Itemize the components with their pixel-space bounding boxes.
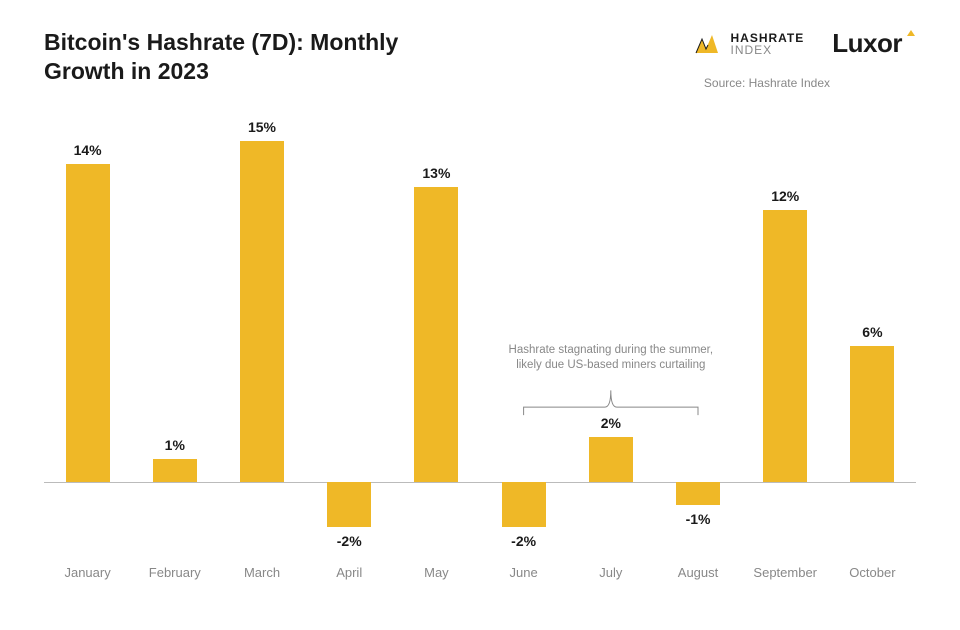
bar bbox=[850, 346, 894, 482]
bar bbox=[153, 459, 197, 482]
bar bbox=[589, 437, 633, 482]
bar-value-label: 6% bbox=[862, 324, 882, 340]
bar-value-label: 1% bbox=[165, 437, 185, 453]
bar-slot: 12% bbox=[742, 130, 829, 550]
luxor-logo-text: Luxor bbox=[832, 28, 902, 59]
x-axis-label: August bbox=[654, 565, 741, 580]
x-axis-label: March bbox=[218, 565, 305, 580]
bar-slot: -2% bbox=[306, 130, 393, 550]
source-label: Source: Hashrate Index bbox=[704, 76, 830, 90]
bar bbox=[414, 187, 458, 482]
bar bbox=[676, 482, 720, 505]
bar-value-label: -2% bbox=[337, 533, 362, 549]
bar-slot: 13% bbox=[393, 130, 480, 550]
chart-title: Bitcoin's Hashrate (7D): Monthly Growth … bbox=[44, 28, 464, 86]
x-axis-label: February bbox=[131, 565, 218, 580]
hashrate-index-logo: HASHRATE INDEX bbox=[692, 31, 804, 57]
x-axis-label: May bbox=[393, 565, 480, 580]
bar-value-label: 12% bbox=[771, 188, 799, 204]
luxor-corner-icon bbox=[906, 28, 916, 38]
annotation-line-1: Hashrate stagnating during the summer, bbox=[491, 343, 731, 359]
bar-slot: 6% bbox=[829, 130, 916, 550]
bar bbox=[327, 482, 371, 527]
bar-slot: -1% bbox=[654, 130, 741, 550]
x-axis: JanuaryFebruaryMarchAprilMayJuneJulyAugu… bbox=[44, 565, 916, 580]
x-axis-label: April bbox=[306, 565, 393, 580]
bar bbox=[66, 164, 110, 482]
bar-value-label: 15% bbox=[248, 119, 276, 135]
bar-value-label: 13% bbox=[422, 165, 450, 181]
hashrate-logo-text-bottom: INDEX bbox=[730, 44, 804, 56]
bar-slot: 1% bbox=[131, 130, 218, 550]
hashrate-index-icon bbox=[692, 31, 722, 57]
x-axis-label: July bbox=[567, 565, 654, 580]
bar-slot: 15% bbox=[218, 130, 305, 550]
bar-chart: 14% 1% 15% -2% 13% -2% 2% -1% 12% 6% Hashrate sta… bbox=[44, 130, 916, 580]
annotation-line-2: likely due US-based miners curtailing bbox=[491, 358, 731, 374]
bar-value-label: -1% bbox=[686, 511, 711, 527]
bars-container: 14% 1% 15% -2% 13% -2% 2% -1% 12% 6% bbox=[44, 130, 916, 550]
logo-group: HASHRATE INDEX Luxor bbox=[692, 28, 916, 59]
bar bbox=[763, 210, 807, 482]
bar-slot: 2% bbox=[567, 130, 654, 550]
x-axis-label: January bbox=[44, 565, 131, 580]
bar-value-label: 2% bbox=[601, 415, 621, 431]
bar-value-label: 14% bbox=[74, 142, 102, 158]
x-axis-label: October bbox=[829, 565, 916, 580]
x-axis-label: September bbox=[742, 565, 829, 580]
luxor-logo: Luxor bbox=[832, 28, 916, 59]
bar-slot: 14% bbox=[44, 130, 131, 550]
bar-value-label: -2% bbox=[511, 533, 536, 549]
bar bbox=[502, 482, 546, 527]
bar bbox=[240, 141, 284, 482]
hashrate-logo-text-top: HASHRATE bbox=[730, 32, 804, 44]
summer-annotation: Hashrate stagnating during the summer, l… bbox=[491, 343, 731, 374]
bar-slot: -2% bbox=[480, 130, 567, 550]
x-axis-label: June bbox=[480, 565, 567, 580]
